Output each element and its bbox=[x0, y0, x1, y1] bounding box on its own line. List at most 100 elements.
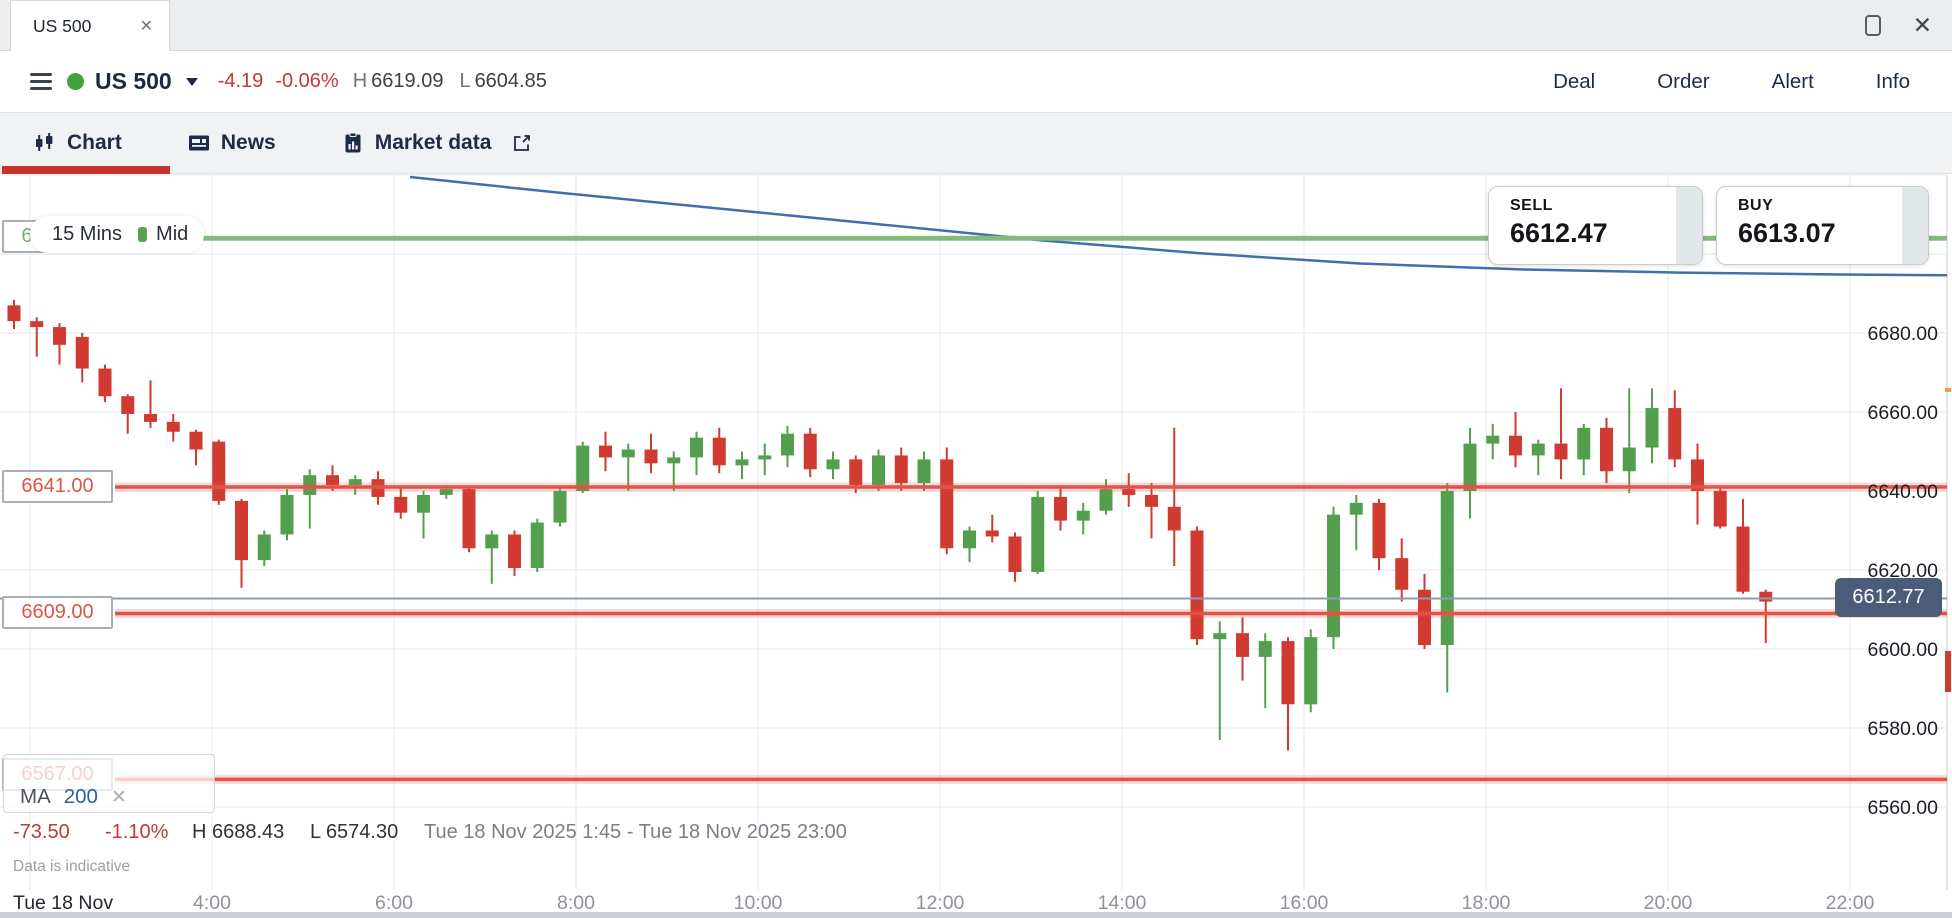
candle-body[interactable] bbox=[326, 475, 339, 486]
ma-period[interactable]: 200 bbox=[63, 785, 98, 808]
candle-body[interactable] bbox=[644, 449, 658, 464]
buy-drag-handle[interactable] bbox=[1902, 187, 1928, 264]
candle-body[interactable] bbox=[1054, 496, 1067, 521]
candle-body[interactable] bbox=[1281, 641, 1295, 705]
candle-body[interactable] bbox=[963, 530, 976, 549]
candle-body[interactable] bbox=[1190, 530, 1204, 640]
candle-body[interactable] bbox=[917, 459, 931, 484]
candle-body[interactable] bbox=[212, 441, 226, 501]
candle-body[interactable] bbox=[985, 530, 999, 537]
candle-body[interactable] bbox=[1577, 427, 1591, 460]
candle-body[interactable] bbox=[576, 445, 590, 491]
tab-close-icon[interactable]: ✕ bbox=[139, 18, 153, 35]
candle-body[interactable] bbox=[1554, 443, 1568, 460]
tab-market-data[interactable]: Market data bbox=[342, 131, 533, 155]
candle-body[interactable] bbox=[1395, 558, 1409, 590]
candle-body[interactable] bbox=[1736, 526, 1750, 592]
candle-body[interactable] bbox=[1236, 633, 1249, 657]
candle-body[interactable] bbox=[849, 459, 863, 486]
tab-chart[interactable]: Chart bbox=[34, 131, 122, 155]
candle-body[interactable] bbox=[690, 437, 703, 458]
candle-body[interactable] bbox=[1327, 514, 1340, 638]
level-label-6609[interactable]: 6609.00 bbox=[2, 596, 113, 629]
candle-body[interactable] bbox=[735, 459, 749, 466]
level-label-6641[interactable]: 6641.00 bbox=[2, 470, 113, 503]
candle-body[interactable] bbox=[1440, 491, 1454, 646]
buy-button[interactable]: BUY 6613.07 bbox=[1716, 186, 1929, 265]
restore-window-icon[interactable] bbox=[1864, 14, 1881, 36]
candle-body[interactable] bbox=[144, 413, 157, 422]
candle-body[interactable] bbox=[30, 321, 44, 328]
candle-body[interactable] bbox=[1145, 494, 1158, 507]
candle-body[interactable] bbox=[166, 421, 180, 432]
candle-body[interactable] bbox=[1645, 408, 1659, 448]
candle-body[interactable] bbox=[53, 327, 66, 345]
candle-body[interactable] bbox=[508, 534, 521, 569]
candle-body[interactable] bbox=[1258, 641, 1272, 657]
candle-body[interactable] bbox=[1213, 633, 1227, 640]
candle-body[interactable] bbox=[1167, 506, 1181, 531]
candle-body[interactable] bbox=[1122, 489, 1136, 495]
candle-body[interactable] bbox=[758, 455, 772, 460]
candle-body[interactable] bbox=[621, 449, 635, 458]
candle-body[interactable] bbox=[1099, 489, 1113, 511]
candle-body[interactable] bbox=[1031, 496, 1045, 572]
candle-body[interactable] bbox=[1691, 459, 1704, 491]
candle-body[interactable] bbox=[1759, 591, 1773, 602]
candle-body[interactable] bbox=[7, 305, 21, 322]
ma200-line[interactable] bbox=[409, 175, 1948, 277]
candle-body[interactable] bbox=[394, 496, 408, 513]
candle-body[interactable] bbox=[803, 433, 817, 470]
candle-body[interactable] bbox=[872, 455, 885, 486]
candle-body[interactable] bbox=[826, 459, 840, 470]
candle-body[interactable] bbox=[1349, 502, 1363, 515]
candle-body[interactable] bbox=[667, 457, 681, 464]
candle-body[interactable] bbox=[781, 433, 794, 456]
candle-body[interactable] bbox=[417, 494, 430, 513]
candle-body[interactable] bbox=[1713, 491, 1727, 527]
timeframe-label[interactable]: 15 Mins bbox=[52, 223, 123, 245]
candle-body[interactable] bbox=[530, 522, 544, 569]
candle-body[interactable] bbox=[1509, 435, 1522, 456]
candle-body[interactable] bbox=[439, 489, 453, 495]
alert-button[interactable]: Alert bbox=[1771, 69, 1814, 93]
candle-body[interactable] bbox=[257, 534, 271, 561]
candle-body[interactable] bbox=[1008, 536, 1022, 572]
candle-body[interactable] bbox=[553, 491, 567, 523]
ma-indicator-legend[interactable]: MA 200 ✕ bbox=[20, 785, 127, 809]
ma-remove-icon[interactable]: ✕ bbox=[110, 786, 127, 808]
candle-body[interactable] bbox=[1463, 443, 1477, 491]
candle-body[interactable] bbox=[189, 431, 203, 450]
info-button[interactable]: Info bbox=[1875, 69, 1910, 93]
candle-body[interactable] bbox=[1076, 510, 1090, 521]
candle-body[interactable] bbox=[98, 368, 112, 397]
deal-button[interactable]: Deal bbox=[1553, 69, 1596, 93]
candle-body[interactable] bbox=[1418, 589, 1431, 646]
candle-body[interactable] bbox=[599, 445, 612, 458]
candle-body[interactable] bbox=[1622, 447, 1636, 472]
candle-body[interactable] bbox=[894, 455, 908, 484]
menu-icon[interactable] bbox=[30, 73, 52, 90]
candle-body[interactable] bbox=[940, 459, 954, 549]
candle-body[interactable] bbox=[75, 336, 89, 369]
sell-drag-handle[interactable] bbox=[1676, 187, 1702, 264]
candle-body[interactable] bbox=[1668, 408, 1682, 460]
timeframe-pill[interactable]: 15 Mins Mid bbox=[30, 216, 205, 253]
candle-body[interactable] bbox=[348, 479, 362, 486]
candle-body[interactable] bbox=[1372, 502, 1386, 559]
candle-body[interactable] bbox=[1600, 427, 1613, 472]
candle-body[interactable] bbox=[303, 475, 317, 495]
instrument-tab[interactable]: US 500 ✕ bbox=[10, 0, 170, 51]
candle-body[interactable] bbox=[485, 534, 499, 549]
candle-body[interactable] bbox=[1304, 637, 1318, 705]
candle-body[interactable] bbox=[462, 489, 476, 549]
candle-body[interactable] bbox=[280, 494, 294, 535]
chevron-down-icon[interactable] bbox=[185, 77, 198, 86]
candle-body[interactable] bbox=[712, 437, 726, 466]
candle-body[interactable] bbox=[121, 396, 135, 414]
sell-button[interactable]: SELL 6612.47 bbox=[1488, 186, 1703, 265]
candle-body[interactable] bbox=[1486, 435, 1500, 444]
close-window-icon[interactable]: ✕ bbox=[1912, 11, 1932, 38]
candle-body[interactable] bbox=[1531, 443, 1545, 456]
